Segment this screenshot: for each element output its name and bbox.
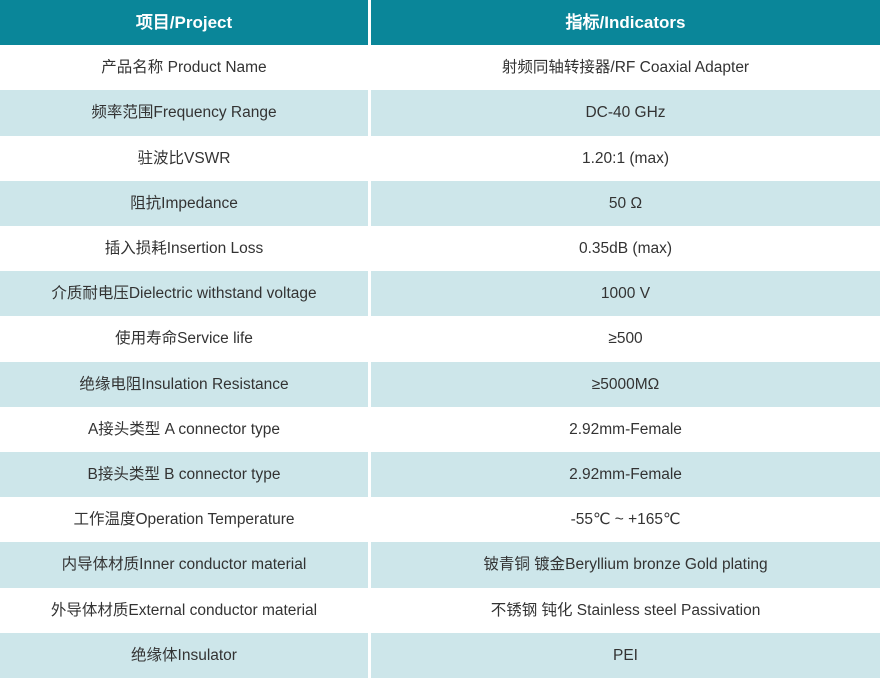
project-cell: 绝缘体Insulator xyxy=(0,632,371,678)
indicator-cell: 2.92mm-Female xyxy=(371,452,880,498)
indicator-cell: ≥500 xyxy=(371,316,880,362)
indicator-cell: 铍青铜 镀金Beryllium bronze Gold plating xyxy=(371,542,880,588)
table-row: B接头类型 B connector type 2.92mm-Female xyxy=(0,452,880,498)
table-row: 阻抗Impedance 50 Ω xyxy=(0,180,880,227)
indicator-cell: -55℃ ~ +165℃ xyxy=(371,497,880,543)
table-row: 使用寿命Service life ≥500 xyxy=(0,316,880,362)
indicator-cell: 1000 V xyxy=(371,271,880,317)
table-row: A接头类型 A connector type 2.92mm-Female xyxy=(0,406,880,453)
project-cell: 频率范围Frequency Range xyxy=(0,90,371,136)
table-row: 频率范围Frequency Range DC-40 GHz xyxy=(0,90,880,136)
table-row: 驻波比VSWR 1.20:1 (max) xyxy=(0,135,880,181)
table-row: 绝缘电阻Insulation Resistance ≥5000MΩ xyxy=(0,361,880,407)
indicator-cell: 2.92mm-Female xyxy=(371,406,880,453)
project-cell: 使用寿命Service life xyxy=(0,316,371,362)
indicator-cell: 1.20:1 (max) xyxy=(371,135,880,181)
project-cell: 工作温度Operation Temperature xyxy=(0,497,371,543)
project-cell: 阻抗Impedance xyxy=(0,180,371,227)
project-cell: 内导体材质Inner conductor material xyxy=(0,542,371,588)
indicator-cell: ≥5000MΩ xyxy=(371,361,880,407)
project-cell: 插入损耗Insertion Loss xyxy=(0,226,371,272)
table-row: 介质耐电压Dielectric withstand voltage 1000 V xyxy=(0,271,880,317)
table-row: 内导体材质Inner conductor material 铍青铜 镀金Bery… xyxy=(0,542,880,588)
table-row: 插入损耗Insertion Loss 0.35dB (max) xyxy=(0,226,880,272)
indicator-cell: 不锈钢 钝化 Stainless steel Passivation xyxy=(371,587,880,633)
header-indicators: 指标/Indicators xyxy=(371,0,880,46)
indicator-cell: 50 Ω xyxy=(371,180,880,227)
project-cell: B接头类型 B connector type xyxy=(0,452,371,498)
table-row: 工作温度Operation Temperature -55℃ ~ +165℃ xyxy=(0,497,880,543)
header-project: 项目/Project xyxy=(0,0,371,46)
table-row: 外导体材质External conductor material 不锈钢 钝化 … xyxy=(0,587,880,633)
project-cell: 产品名称 Product Name xyxy=(0,45,371,91)
table-row: 产品名称 Product Name 射频同轴转接器/RF Coaxial Ada… xyxy=(0,45,880,91)
table-row: 绝缘体Insulator PEI xyxy=(0,632,880,678)
indicator-cell: DC-40 GHz xyxy=(371,90,880,136)
indicator-cell: 射频同轴转接器/RF Coaxial Adapter xyxy=(371,45,880,91)
project-cell: 驻波比VSWR xyxy=(0,135,371,181)
project-cell: 外导体材质External conductor material xyxy=(0,587,371,633)
project-cell: A接头类型 A connector type xyxy=(0,406,371,453)
indicator-cell: 0.35dB (max) xyxy=(371,226,880,272)
table-header-row: 项目/Project 指标/Indicators xyxy=(0,0,880,46)
indicator-cell: PEI xyxy=(371,632,880,678)
project-cell: 绝缘电阻Insulation Resistance xyxy=(0,361,371,407)
project-cell: 介质耐电压Dielectric withstand voltage xyxy=(0,271,371,317)
